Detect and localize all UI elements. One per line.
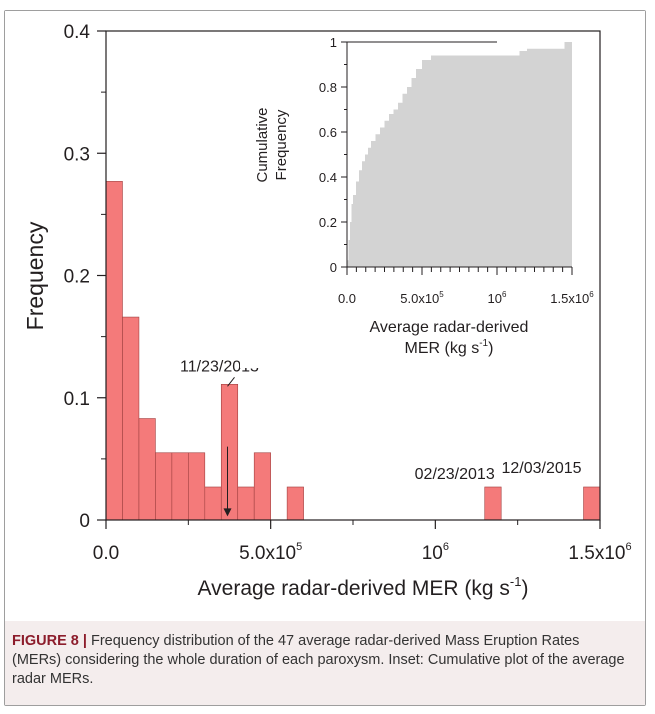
caption-text: Frequency distribution of the 47 average… (12, 633, 625, 687)
down-arrow-icon (223, 508, 232, 517)
annotation-label: 12/03/2015 (501, 460, 581, 477)
y-tick-label: 0.4 (64, 22, 91, 43)
histogram-bar (155, 452, 173, 521)
inset-x-axis-label: Average radar-derived (370, 319, 529, 336)
histogram-bar (253, 452, 271, 521)
main-plot-frame (105, 30, 601, 521)
histogram-bar (171, 452, 189, 521)
inset-x-tick-label: 106 (488, 290, 507, 306)
inset-x-tick-label: 1.5x106 (550, 290, 594, 306)
inset-y-tick-label: 0.8 (319, 80, 337, 95)
frequency-histogram: 0 0.1 0.2 0.3 0.4 0.0 5.0x105 106 1.5x106 11/23… (22, 22, 632, 600)
figure-frame (4, 10, 646, 706)
caption-box (5, 621, 645, 705)
histogram-bar (237, 486, 255, 521)
y-tick-label: 0.3 (64, 144, 90, 165)
inset-y-axis-label: Cumulative (254, 107, 271, 182)
inset-y-axis: 0 0.2 0.4 0.6 0.8 1 (319, 35, 347, 275)
main-y-axis: 0 0.1 0.2 0.3 0.4 (64, 22, 106, 532)
annotation-leader (227, 376, 235, 387)
histogram-bar (122, 316, 140, 521)
histogram-bar (484, 486, 502, 521)
histogram-bar (105, 181, 123, 521)
inset-x-tick-label: 0.0 (338, 291, 356, 306)
inset-y-tick-label: 1 (330, 35, 337, 50)
histogram-bar (138, 418, 156, 521)
inset-x-axis-label-2: MER (kg s-1) (405, 338, 494, 357)
y-tick-label: 0 (79, 511, 90, 532)
x-tick-label: 106 (422, 541, 449, 564)
main-y-axis-label: Frequency (22, 221, 48, 330)
histogram-bar (583, 486, 601, 521)
x-tick-label: 0.0 (93, 543, 119, 564)
inset-y-tick-label: 0 (330, 260, 337, 275)
inset-y-tick-label: 0.2 (319, 215, 337, 230)
caption-label: FIGURE 8 | (12, 633, 87, 649)
y-tick-label: 0.2 (64, 267, 90, 288)
y-tick-label: 0.1 (64, 389, 90, 410)
inset-x-tick-label: 5.0x105 (400, 290, 444, 306)
inset-x-axis: 0.0 5.0x105 106 1.5x106 (338, 267, 594, 306)
inset-area (347, 41, 572, 267)
x-tick-label: 1.5x106 (568, 541, 631, 564)
main-x-axis: 0.0 5.0x105 106 1.5x106 (93, 520, 632, 564)
main-x-axis-label: Average radar-derived MER (kg s-1) (198, 574, 529, 600)
inset-y-tick-label: 0.6 (319, 125, 337, 140)
inset-y-tick-label: 0.4 (319, 170, 337, 185)
histogram-bar (188, 452, 206, 521)
main-annotations: 11/23/2013 02/23/2013 12/03/2015 (180, 358, 582, 517)
cumulative-area (347, 42, 572, 267)
annotation-label: 02/23/2013 (415, 466, 495, 483)
figure-caption: FIGURE 8 | Frequency distribution of the… (12, 632, 632, 689)
histogram-bar (220, 384, 239, 521)
histogram-bar (204, 486, 222, 521)
main-bars (105, 181, 601, 521)
x-tick-label: 5.0x105 (239, 541, 302, 564)
annotation-label: 11/23/2013 (180, 358, 259, 375)
inset-y-axis-label-2: Frequency (273, 109, 290, 180)
cumulative-inset: 0 0.2 0.4 0.6 0.8 1 0.0 5.0x105 106 1.5x106 Cumu… (240, 35, 595, 368)
histogram-bar (286, 486, 304, 521)
